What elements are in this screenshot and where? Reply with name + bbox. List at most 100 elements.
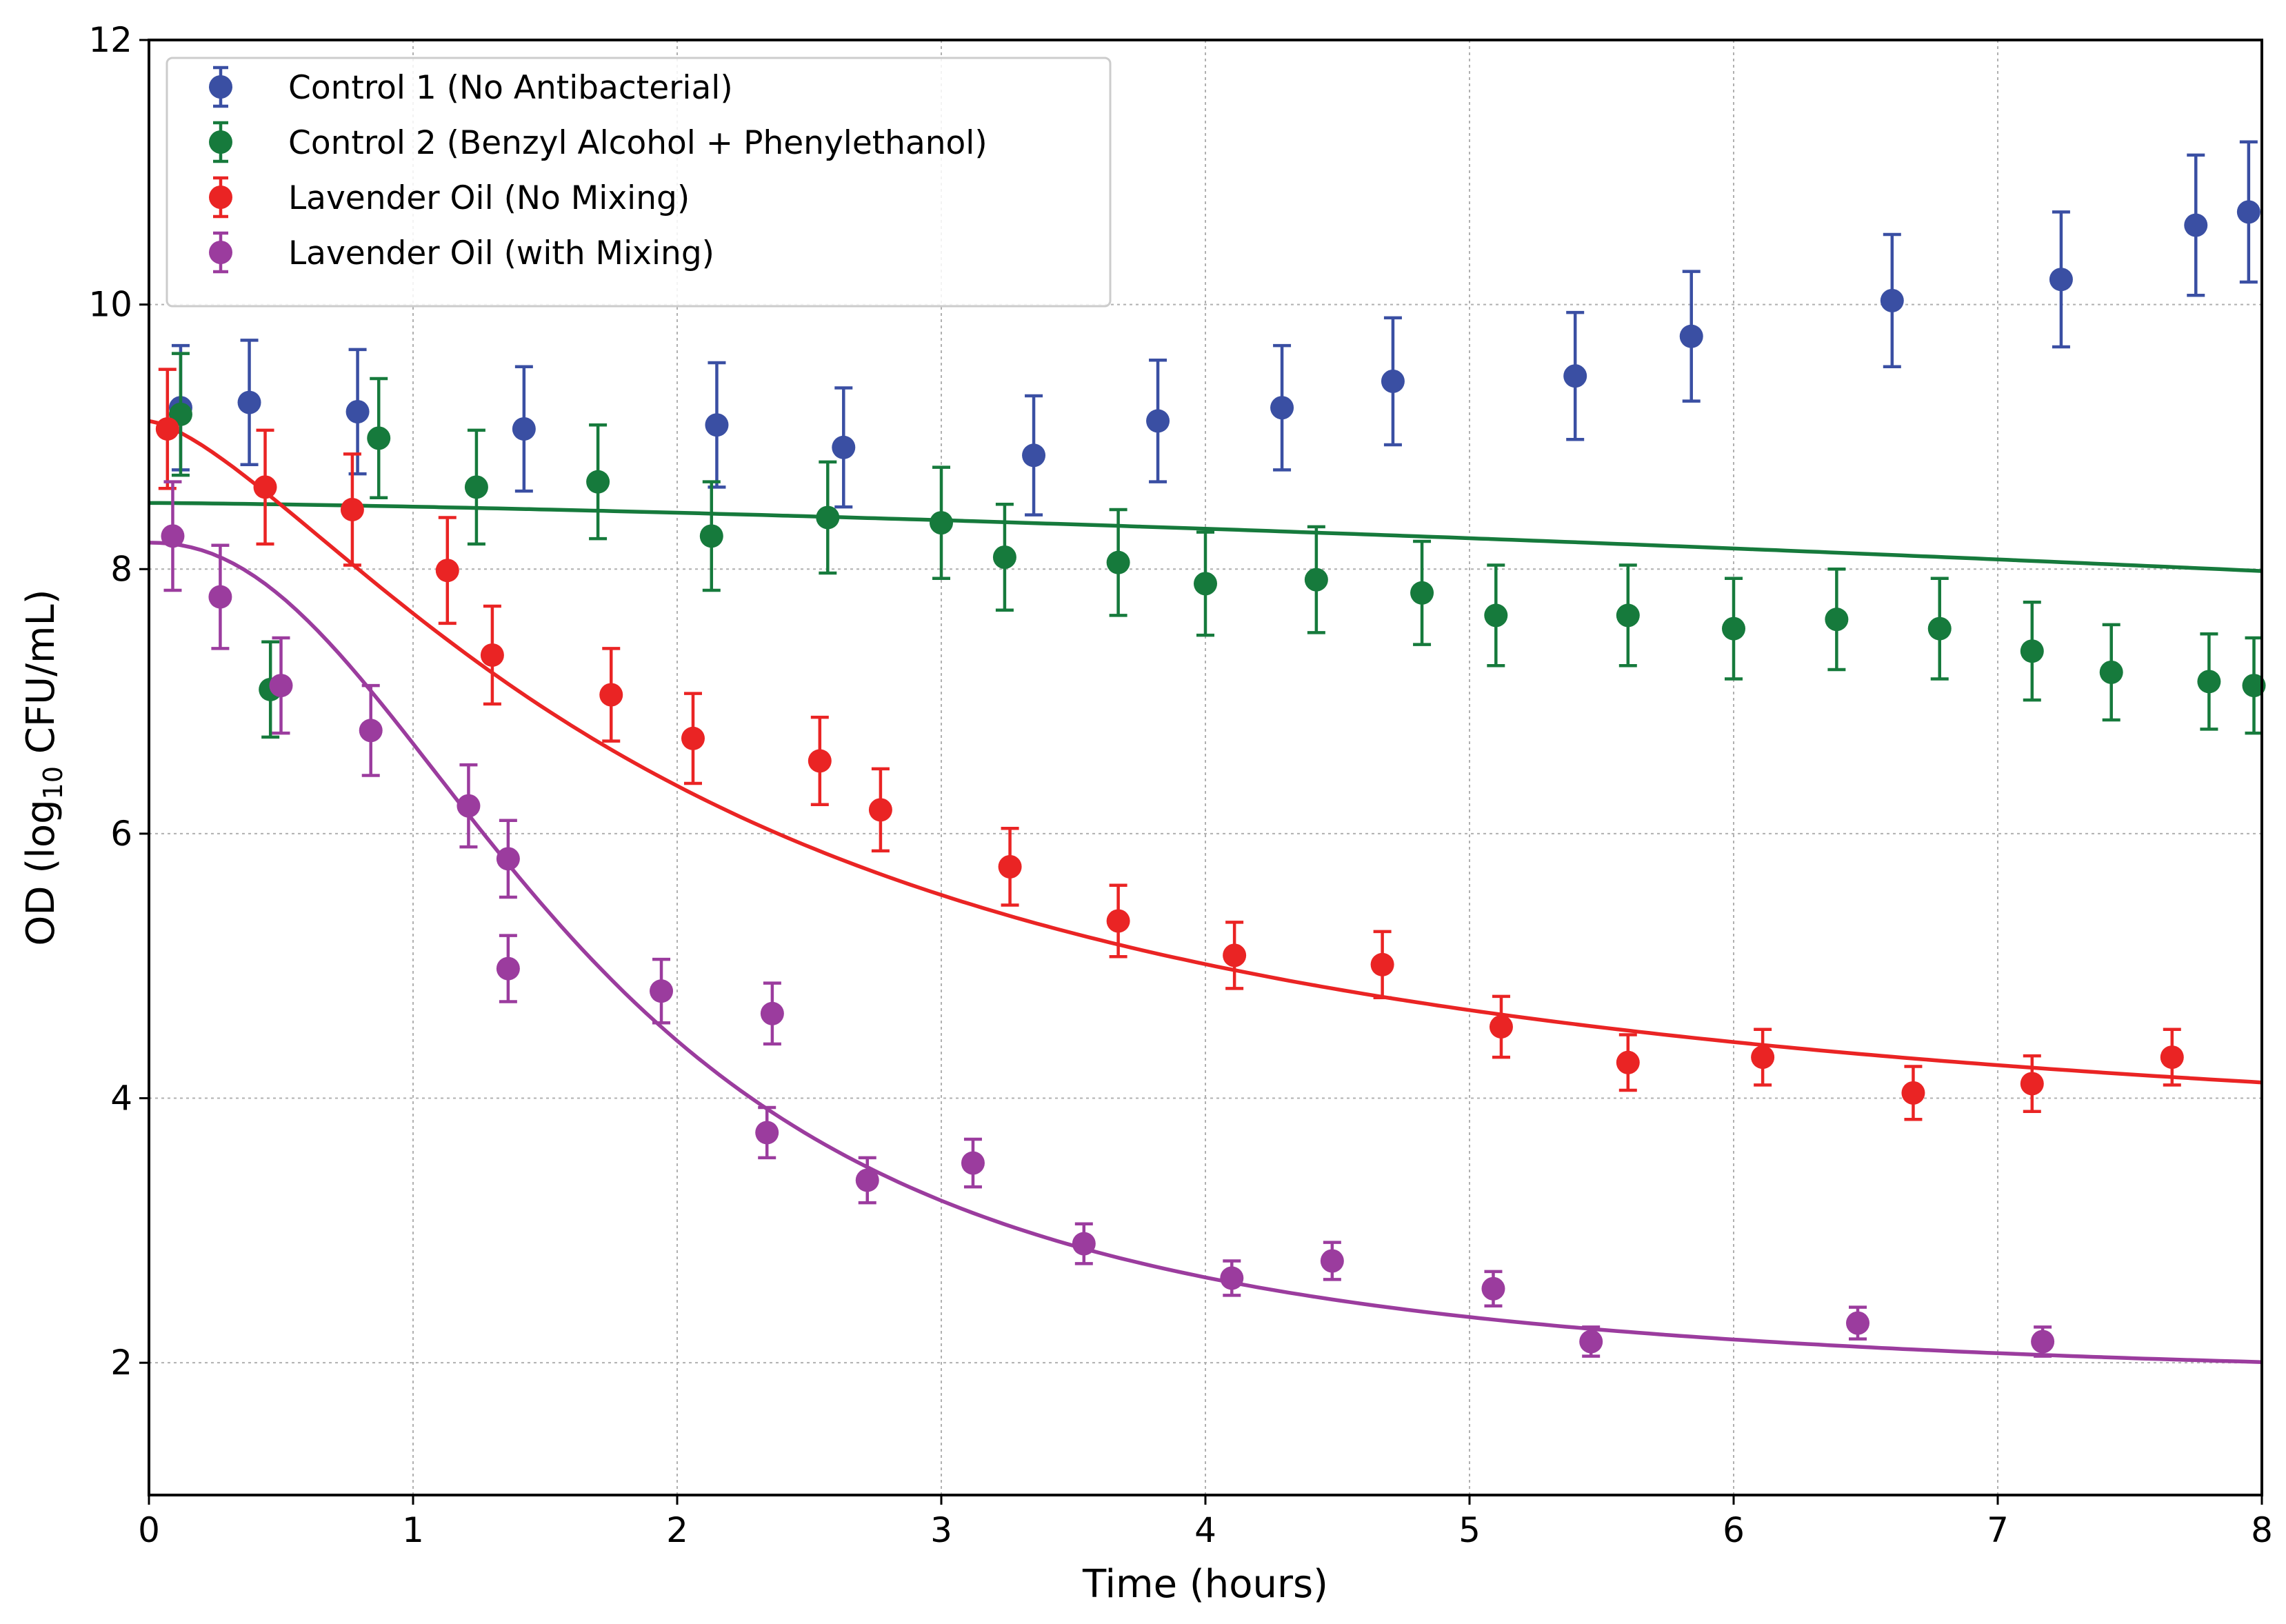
data-point — [1370, 952, 1394, 976]
data-point — [155, 417, 179, 441]
data-point — [345, 400, 370, 424]
data-point — [599, 683, 623, 707]
data-point — [699, 524, 723, 548]
data-point — [998, 854, 1022, 879]
legend-item-series-3: Lavender Oil (with Mixing) — [209, 231, 714, 274]
legend: Control 1 (No Antibacterial) Control 2 (B… — [166, 57, 1112, 308]
data-point — [2236, 200, 2260, 224]
x-tick-label: 4 — [1194, 1510, 1216, 1550]
legend-box — [166, 57, 1112, 308]
data-point — [269, 674, 293, 698]
legend-item-series-0: Control 1 (No Antibacterial) — [209, 66, 733, 108]
data-point — [2184, 213, 2208, 237]
data-point — [208, 585, 232, 609]
data-point — [512, 417, 536, 441]
y-tick-label: 4 — [110, 1079, 132, 1119]
data-point — [496, 847, 520, 871]
data-point — [2242, 674, 2266, 698]
data-point — [1751, 1045, 1775, 1070]
x-tick-label: 0 — [138, 1510, 160, 1550]
data-point — [1223, 943, 1247, 968]
x-tick-label: 6 — [1723, 1510, 1745, 1550]
y-axis-label-prefix: OD (log — [19, 799, 63, 945]
data-point — [161, 524, 185, 548]
data-points — [155, 140, 2266, 1358]
data-point — [1616, 603, 1640, 628]
data-point — [1484, 603, 1508, 628]
data-point — [1106, 550, 1130, 574]
data-point — [1481, 1276, 1505, 1301]
fit-curve-series-1 — [149, 501, 2263, 573]
legend-label: Control 1 (No Antibacterial) — [288, 69, 733, 107]
data-point — [2099, 660, 2123, 684]
y-tick-label: 6 — [110, 814, 132, 854]
legend-label: Control 2 (Benzyl Alcohol + Phenylethano… — [288, 124, 987, 162]
data-point — [586, 470, 610, 494]
data-point — [1880, 288, 1904, 312]
data-point — [435, 559, 459, 583]
data-point — [1220, 1266, 1244, 1290]
data-point — [340, 497, 364, 521]
series-2-points — [155, 368, 2184, 1121]
y-axis-label-subscript: 10 — [38, 766, 68, 799]
data-point — [705, 413, 729, 437]
x-tick-label: 7 — [1987, 1510, 2009, 1550]
data-point — [2020, 1072, 2044, 1096]
legend-item-series-1: Control 2 (Benzyl Alcohol + Phenylethano… — [209, 121, 987, 163]
x-axis-label: Time (hours) — [1082, 1562, 1328, 1607]
fit-curve-series-2 — [148, 419, 2263, 1085]
data-point — [816, 505, 840, 530]
data-point — [1194, 572, 1217, 596]
data-point — [1722, 616, 1745, 641]
data-point — [755, 1121, 779, 1145]
data-point — [930, 511, 953, 535]
data-point — [1381, 369, 1405, 393]
y-tick-label: 12 — [88, 20, 132, 60]
data-point — [1410, 581, 1434, 605]
data-point — [1579, 1330, 1603, 1354]
legend-marker — [209, 241, 232, 264]
data-point — [650, 979, 674, 1003]
data-point — [1146, 409, 1170, 433]
legend-label: Lavender Oil (No Mixing) — [288, 179, 690, 217]
data-point — [1927, 616, 1952, 641]
data-point — [1825, 608, 1849, 632]
data-point — [237, 390, 261, 414]
data-point — [992, 545, 1016, 570]
y-tick-label: 2 — [110, 1343, 132, 1383]
y-tick-label: 8 — [110, 549, 132, 589]
data-point — [2020, 639, 2044, 663]
data-point — [808, 749, 832, 773]
y-tick-label: 10 — [88, 285, 132, 325]
data-point — [1679, 324, 1703, 348]
data-point — [367, 426, 391, 450]
data-point — [457, 794, 481, 818]
data-point — [1022, 443, 1046, 468]
data-point — [2031, 1330, 2055, 1354]
data-point — [1489, 1014, 1513, 1039]
series-3-points — [161, 480, 2055, 1358]
data-point — [961, 1151, 985, 1175]
data-point — [1563, 364, 1587, 388]
data-point — [1320, 1249, 1344, 1273]
data-point — [832, 435, 856, 459]
data-point — [359, 719, 383, 743]
legend-label: Lavender Oil (with Mixing) — [288, 234, 714, 272]
data-point — [1846, 1311, 1870, 1335]
data-point — [2160, 1045, 2184, 1070]
data-point — [1616, 1050, 1640, 1074]
data-point — [496, 956, 520, 981]
legend-marker — [209, 186, 232, 209]
data-point — [1270, 396, 1294, 420]
data-point — [1901, 1081, 1925, 1105]
data-point — [253, 475, 277, 499]
series-1-points — [168, 352, 2266, 739]
x-tick-label: 3 — [930, 1510, 952, 1550]
data-point — [2049, 268, 2073, 292]
legend-marker — [209, 130, 232, 154]
data-point — [855, 1168, 879, 1192]
data-point — [681, 726, 705, 750]
